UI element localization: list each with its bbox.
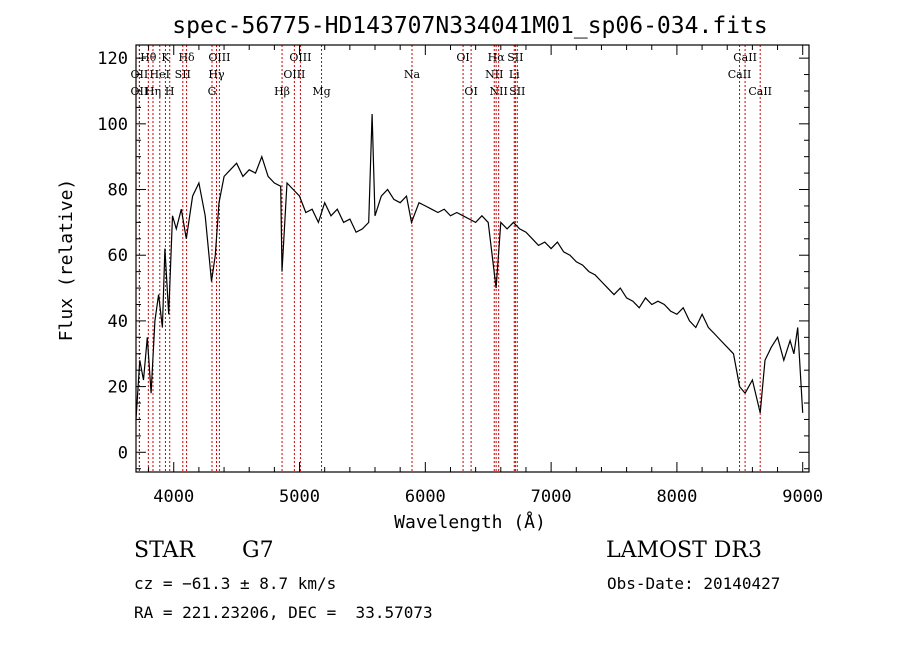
series-flux-line <box>135 113 804 420</box>
line-marker-label: Mg <box>312 85 330 98</box>
x-tick-label: 4000 <box>153 487 194 507</box>
line-marker-label: CaII <box>748 85 772 98</box>
line-marker-label: Na <box>404 68 421 81</box>
y-axis: 0 20 40 60 80 100 120 <box>97 49 809 470</box>
line-marker-label: SII <box>507 51 523 64</box>
line-marker-label: Hθ <box>140 51 157 64</box>
coordinates: RA = 221.23206, DEC = 33.57073 <box>134 603 433 622</box>
y-tick-label: 40 <box>108 312 128 332</box>
obs-date: Obs-Date: 20140427 <box>607 574 781 593</box>
spectral-subclass: G7 <box>242 538 274 563</box>
line-marker-label: OI <box>456 51 469 64</box>
chart-title: spec-56775-HD143707N334041M01_sp06-034.f… <box>172 13 767 39</box>
line-marker-label: CaII <box>728 68 752 81</box>
y-tick-label: 100 <box>97 115 128 135</box>
y-tick-label: 60 <box>108 246 128 266</box>
line-marker-label: OIII <box>208 51 230 64</box>
line-marker-label: G <box>208 85 217 98</box>
line-marker-label: NII <box>490 85 508 98</box>
x-tick-label: 7000 <box>531 487 572 507</box>
redshift-text: cz = −61.3 ± 8.7 km/s <box>134 574 337 593</box>
y-tick-label: 80 <box>108 181 128 201</box>
x-axis: 4000 5000 6000 7000 8000 9000 <box>148 45 823 507</box>
y-axis-label: Flux (relative) <box>56 179 77 342</box>
line-markers <box>138 45 761 472</box>
line-marker-label: OIII <box>283 68 305 81</box>
line-marker-label: HeI <box>150 68 170 81</box>
x-tick-label: 8000 <box>656 487 697 507</box>
object-type: STAR <box>134 538 195 563</box>
line-marker-label: CaII <box>733 51 757 64</box>
line-marker-label: SII <box>509 85 525 98</box>
line-marker-label: OII <box>131 85 149 98</box>
x-tick-label: 5000 <box>279 487 320 507</box>
line-marker-label: OIII <box>289 51 311 64</box>
x-tick-label: 9000 <box>782 487 823 507</box>
line-marker-label: H <box>165 85 175 98</box>
line-marker-labels: OIIHθOIIHηHeIKHSIIHδGHγOIIIHβOIIIOIIIMgN… <box>131 51 772 98</box>
line-marker-label: Hγ <box>208 68 225 81</box>
line-marker-label: Hβ <box>274 85 290 98</box>
y-tick-label: 20 <box>108 378 128 398</box>
y-tick-label: 120 <box>97 49 128 69</box>
x-tick-label: 6000 <box>405 487 446 507</box>
line-marker-label: Hη <box>145 85 161 98</box>
line-marker-label: Li <box>509 68 520 81</box>
survey-name: LAMOST DR3 <box>606 538 762 563</box>
line-marker-label: OI <box>464 85 477 98</box>
line-marker-label: Hδ <box>178 51 195 64</box>
line-marker-label: K <box>161 51 170 64</box>
y-tick-label: 0 <box>118 443 128 463</box>
line-marker-label: NII <box>485 68 503 81</box>
line-marker-label: Hα <box>488 51 506 64</box>
x-axis-label: Wavelength (Å) <box>394 511 546 533</box>
plot-frame <box>135 44 810 473</box>
line-marker-label: SII <box>175 68 191 81</box>
